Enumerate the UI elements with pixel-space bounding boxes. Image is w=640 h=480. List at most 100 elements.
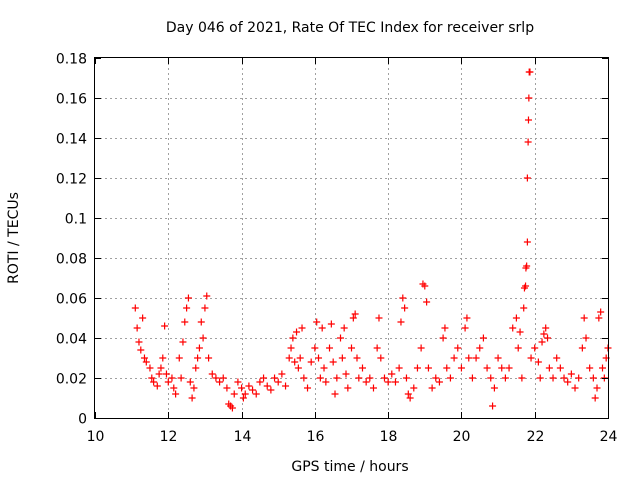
data-point (311, 344, 319, 352)
data-point (142, 358, 150, 366)
axis-ticks (95, 58, 609, 419)
data-point (159, 354, 167, 362)
data-point (298, 324, 306, 332)
data-point (252, 390, 260, 398)
data-point (377, 354, 385, 362)
data-point (597, 308, 605, 316)
data-point (322, 378, 330, 386)
data-point (446, 374, 454, 382)
data-point (135, 338, 143, 346)
data-point (595, 314, 603, 322)
data-point (526, 68, 534, 76)
data-point (523, 262, 531, 270)
data-point (406, 394, 414, 402)
data-point (331, 390, 339, 398)
data-point (524, 138, 532, 146)
data-point (375, 314, 383, 322)
x-tick-label: 10 (87, 429, 105, 445)
data-point (369, 384, 377, 392)
y-tick-label: 0.14 (56, 132, 87, 148)
data-point (531, 344, 539, 352)
data-point (443, 364, 451, 372)
data-point (223, 384, 231, 392)
data-point (327, 320, 335, 328)
x-tick-label: 12 (160, 429, 178, 445)
data-point (534, 358, 542, 366)
data-point (542, 324, 550, 332)
data-point (239, 394, 247, 402)
data-point (388, 370, 396, 378)
data-point (320, 364, 328, 372)
data-point (410, 384, 418, 392)
data-point (402, 374, 410, 382)
data-point (161, 322, 169, 330)
data-point (463, 314, 471, 322)
data-point (267, 386, 275, 394)
x-tick-label: 16 (307, 429, 325, 445)
data-point (342, 370, 350, 378)
data-point (188, 394, 196, 402)
data-point (399, 294, 407, 302)
data-point (523, 238, 531, 246)
data-point (457, 364, 465, 372)
data-point (435, 378, 443, 386)
data-point (256, 378, 264, 386)
data-point (318, 324, 326, 332)
data-point (353, 354, 361, 362)
data-point (234, 378, 242, 386)
chart-title: Day 046 of 2021, Rate Of TEC Index for r… (166, 20, 534, 36)
data-point (479, 334, 487, 342)
data-point (454, 344, 462, 352)
data-point (556, 364, 564, 372)
y-tick-label: 0.18 (56, 52, 87, 68)
data-point (424, 364, 432, 372)
data-point (139, 314, 147, 322)
data-point (313, 318, 321, 326)
data-point (512, 314, 520, 322)
data-point (183, 304, 191, 312)
data-point (472, 354, 480, 362)
data-point (230, 390, 238, 398)
data-point (175, 354, 183, 362)
data-point (490, 384, 498, 392)
data-point (525, 94, 533, 102)
data-point (195, 344, 203, 352)
data-point (203, 292, 211, 300)
data-point (228, 404, 236, 412)
data-point (404, 390, 412, 398)
data-point (586, 364, 594, 372)
data-point (487, 374, 495, 382)
data-point (536, 374, 544, 382)
data-point (432, 374, 440, 382)
data-point (340, 324, 348, 332)
data-point (545, 364, 553, 372)
data-point (505, 364, 513, 372)
data-point (192, 364, 200, 372)
data-point (417, 344, 425, 352)
data-point (351, 310, 359, 318)
data-point (476, 344, 484, 352)
x-tick-label: 24 (600, 429, 618, 445)
data-point (199, 334, 207, 342)
data-point (263, 382, 271, 390)
data-point (338, 354, 346, 362)
data-point (172, 390, 180, 398)
data-point (190, 384, 198, 392)
data-point (483, 364, 491, 372)
data-point (238, 384, 246, 392)
y-tick-label: 0 (78, 412, 87, 428)
data-point (591, 394, 599, 402)
x-tick-label: 14 (234, 429, 252, 445)
data-point (391, 378, 399, 386)
data-point (522, 282, 530, 290)
data-point (293, 328, 301, 336)
y-tick-label: 0.06 (56, 292, 87, 308)
y-tick-label: 0.08 (56, 252, 87, 268)
data-point (291, 358, 299, 366)
data-point (401, 304, 409, 312)
data-point (571, 384, 579, 392)
data-point (567, 370, 575, 378)
data-point (523, 174, 531, 182)
y-tick-label: 0.02 (56, 372, 87, 388)
